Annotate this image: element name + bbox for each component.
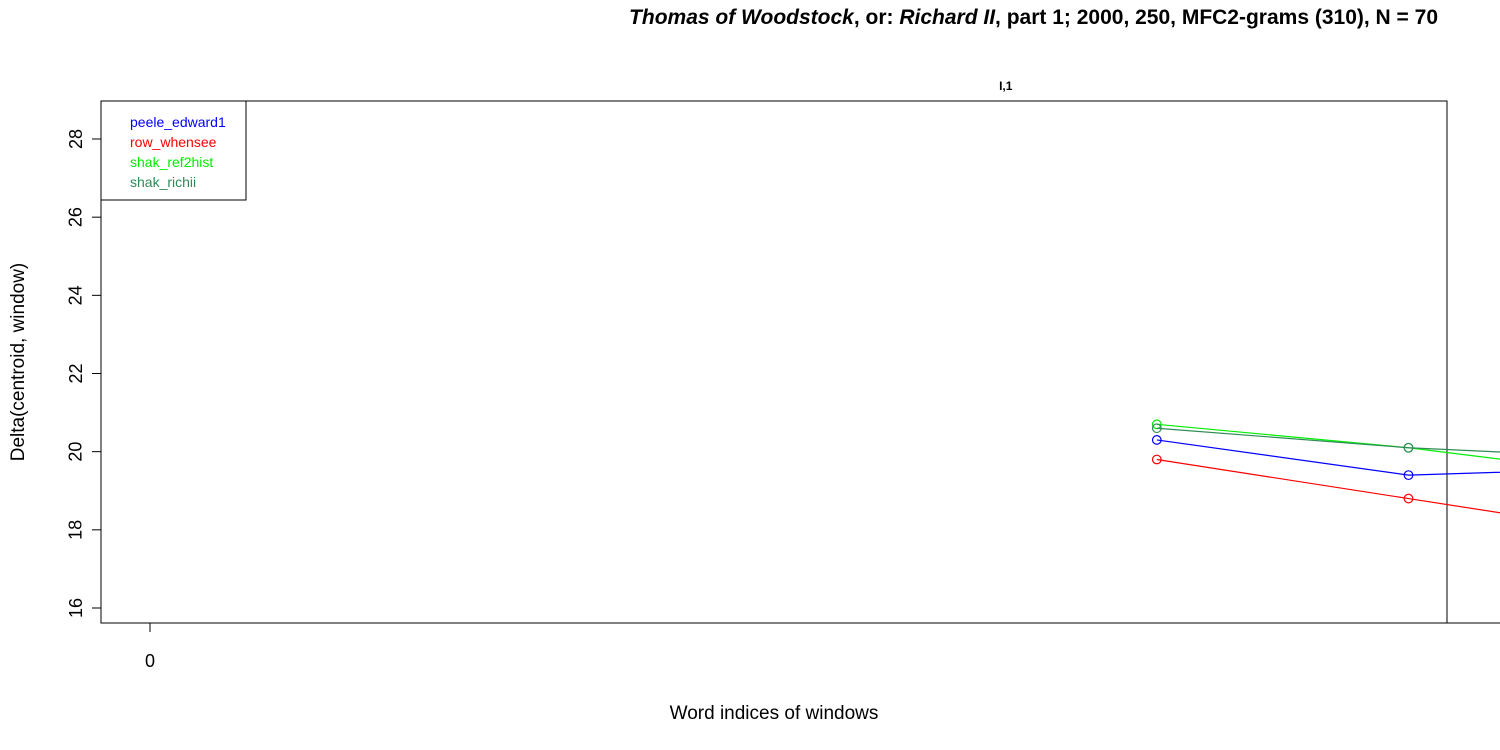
y-tick-label: 28	[66, 129, 86, 149]
series-line	[1156, 458, 1500, 514]
data-point	[1151, 435, 1162, 445]
chart-title: Thomas of Woodstock, or: Richard II, par…	[0, 6, 1500, 30]
series-shak_richii	[1151, 423, 1500, 453]
data-point	[1151, 423, 1162, 434]
y-axis-label: Delta(centroid, window)	[8, 263, 29, 462]
y-tick-label: 20	[66, 442, 86, 462]
legend-entry: peele_edward1	[130, 114, 226, 130]
title-alt: Richard II	[899, 6, 996, 29]
series-shak_ref2hist	[1151, 419, 1500, 460]
data-point	[1403, 470, 1414, 481]
series-row_whensee	[1151, 454, 1500, 514]
legend: peele_edward1 row_whensee shak_ref2histsha…	[100, 100, 247, 201]
y-tick-label: 26	[66, 207, 86, 227]
y-tick-label: 16	[66, 598, 86, 618]
y-tick-label: 18	[66, 520, 86, 540]
series-line	[1156, 439, 1500, 476]
y-tick-label: 22	[66, 363, 86, 383]
data-point	[1151, 454, 1162, 465]
x-axis-label: Word indices of windows	[670, 703, 879, 724]
data-point	[1403, 493, 1414, 504]
y-tick-label: 24	[66, 285, 86, 305]
title-sep: , or:	[853, 6, 900, 29]
x-tick-label: 0	[145, 651, 155, 671]
legend-entry: row_whensee	[130, 134, 217, 150]
title-work: Thomas of Woodstock	[629, 6, 854, 29]
series-line	[1156, 423, 1500, 460]
legend-entry: shak_ref2hist	[130, 154, 213, 170]
plot-frame	[100, 100, 1448, 624]
series-line	[1156, 427, 1500, 453]
legend-box	[100, 100, 247, 201]
series-peele_edward1	[1151, 435, 1500, 481]
legend-entry: shak_richii	[130, 174, 196, 190]
data-point	[1403, 442, 1414, 453]
title-rest: , part 1; 2000, 250, MFC2-grams (310), N…	[995, 6, 1438, 29]
scene-label: I,1	[999, 79, 1013, 93]
